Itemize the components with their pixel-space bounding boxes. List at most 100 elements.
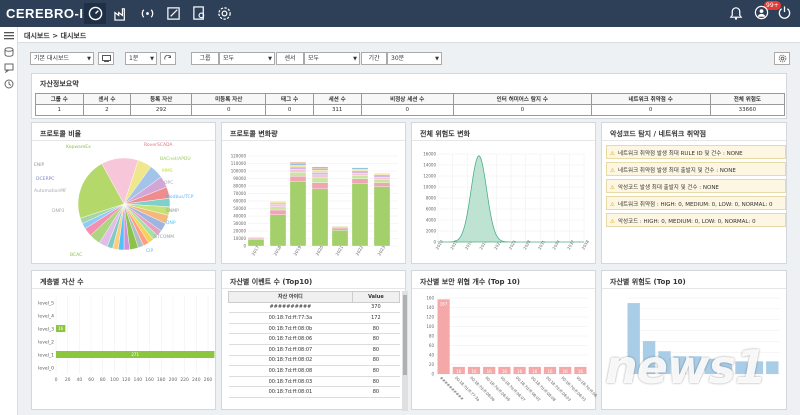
security-bar-label: 16 [532, 369, 538, 374]
table-row[interactable]: 00:18:7d:ff:08:06 80 [228, 333, 400, 345]
table-row[interactable]: 00:18:7d:ff:08:02 80 [228, 355, 400, 367]
sensor-label: 센서 [276, 52, 304, 65]
pie-label: CIP [146, 248, 153, 254]
y-tick: 140 [426, 305, 434, 310]
y-tick: 16000 [423, 152, 436, 157]
dashboard-icon[interactable] [84, 3, 106, 24]
threat-alert: ⚠ 악성코드 : HIGH: 0, MEDIUM: 0, LOW: 0, NORM… [606, 213, 786, 227]
group-select[interactable]: 모두 ▼ [219, 52, 275, 65]
level-label: level_1 [38, 353, 54, 359]
asset-events-table: 자산 아이디 Value ########## 370 00:18:7d:ff:77:3… [228, 291, 401, 398]
pie-label: AutomationMF [34, 188, 67, 194]
pie-label: BCAC [70, 252, 82, 258]
table-row[interactable]: 00:18:7d:ff:08:07 80 [228, 344, 400, 356]
gear-icon[interactable] [213, 3, 235, 24]
pie-label: Modbus/TCP [166, 194, 194, 200]
stack-segment [289, 162, 307, 164]
security-bar-label: 16 [578, 369, 584, 374]
interval-select[interactable]: 1분 ▼ [125, 52, 157, 65]
threat-alert-text: 악성코드 : HIGH: 0, MEDIUM: 0, LOW: 0, NORMA… [617, 219, 756, 225]
pie-label: SNMP [166, 208, 179, 214]
sensor-select[interactable]: 모두 ▼ [304, 52, 360, 65]
table-header[interactable]: 자산 아이디 [228, 291, 353, 303]
comment-icon[interactable] [4, 63, 14, 75]
factory-icon[interactable] [110, 3, 132, 24]
wireless-icon[interactable] [136, 3, 158, 24]
level-label: level_5 [38, 301, 54, 307]
table-row[interactable]: 00:18:7d:ff:08:03 80 [228, 376, 400, 388]
security-bar-label: 16 [502, 369, 508, 374]
asset-security-title: 자산별 보안 위협 개수 (Top 10) [420, 278, 520, 286]
stack-segment [311, 188, 329, 247]
x-tick: 2031 [537, 239, 547, 251]
bell-icon[interactable] [729, 5, 743, 22]
level-bar [56, 351, 215, 358]
summary-title: 자산정보요약 [40, 80, 79, 88]
summary-value: 1 [35, 104, 84, 116]
summary-value: 0 [191, 104, 267, 116]
summary-header: 비정상 세션 수 [360, 93, 455, 105]
security-bar-label: 16 [471, 369, 477, 374]
x-tick: 60 [88, 377, 94, 383]
threat-alert-text: 네트워크 취약점 : HIGH: 0, MEDIUM: 0, LOW: 0, N… [617, 202, 773, 208]
table-row[interactable]: 00:18:7d:ff:08:08 80 [228, 365, 400, 377]
asset-events-title: 자산별 이벤트 수 (Top10) [230, 278, 313, 286]
menu-icon[interactable] [4, 32, 14, 42]
warning-icon: ⚠ [610, 202, 615, 208]
table-cell: 00:18:7d:ff:08:07 [228, 344, 353, 356]
table-row[interactable]: 00:18:7d:ff:77:3a 172 [228, 312, 400, 324]
stack-segment [289, 181, 307, 247]
table-cell: 00:18:7d:ff:08:06 [228, 333, 353, 345]
summary-header: 세션 수 [312, 93, 362, 105]
stack-segment [247, 237, 265, 239]
warning-icon: ⚠ [610, 151, 615, 157]
stack-segment [351, 167, 369, 170]
security-bar [559, 366, 572, 374]
report-search-icon[interactable] [188, 3, 210, 24]
x-tick: 2037 [566, 239, 576, 251]
y-tick: 90000 [233, 176, 246, 181]
stack-segment [331, 230, 349, 247]
table-row[interactable]: 00:18:7d:ff:08:01 80 [228, 386, 400, 398]
risk-bar [719, 361, 733, 374]
database-icon[interactable] [4, 47, 14, 59]
x-tick: 2016 [464, 239, 474, 251]
y-tick: 40 [429, 353, 435, 358]
table-cell: 80 [352, 386, 400, 398]
summary-value: 0 [265, 104, 314, 116]
table-scrollbar[interactable] [402, 291, 408, 411]
y-tick: 50000 [233, 206, 246, 211]
y-tick: 0 [433, 240, 436, 245]
stack-segment [289, 165, 307, 168]
stack-segment [331, 226, 349, 229]
stack-segment [289, 169, 307, 173]
table-row[interactable]: ########## 370 [228, 302, 400, 314]
stack-segment [351, 183, 369, 247]
risk-bar [673, 356, 687, 374]
security-bar [543, 366, 557, 374]
threat-alert-text: 악성코드 발생 최대 출발지 및 건수 : NONE [617, 185, 719, 191]
pie-label: DNP [166, 220, 176, 226]
threat-alert-text: 네트워크 취약점 발생 최대 RULE ID 및 건수 : NONE [617, 151, 743, 157]
security-bar [467, 366, 481, 374]
dashboard-select[interactable]: 기본 대시보드 ▼ [30, 52, 94, 65]
table-cell: 80 [352, 323, 400, 335]
dashboard-save-button[interactable] [98, 52, 114, 65]
table-header[interactable]: Value [351, 291, 401, 303]
period-select[interactable]: 30분 ▼ [387, 52, 442, 65]
stack-segment [269, 209, 287, 215]
settings-button[interactable] [774, 52, 790, 65]
history-icon[interactable] [4, 79, 14, 91]
power-icon[interactable] [777, 5, 792, 22]
pie-label: OPC [164, 180, 173, 186]
edit-icon[interactable] [162, 3, 184, 24]
x-tick: 200 [169, 377, 178, 383]
table-row[interactable]: 00:18:7d:ff:08:0b 80 [228, 323, 400, 335]
app-logo[interactable]: CEREBRO-IDS [6, 6, 103, 21]
security-bar-label: 167 [440, 301, 448, 306]
summary-value: 2 [82, 104, 132, 116]
x-tick: 2028 [522, 239, 532, 251]
refresh-button[interactable] [160, 52, 176, 65]
risk-change-title: 전체 위험도 변화 [420, 130, 470, 138]
user-icon[interactable] [754, 5, 769, 22]
